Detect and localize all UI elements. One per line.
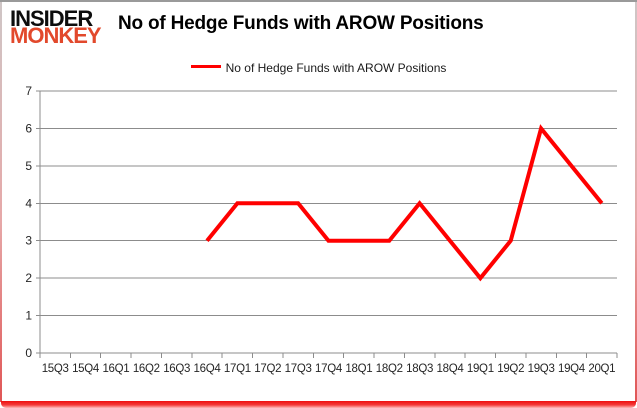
- x-tick-label: 17Q2: [254, 363, 281, 375]
- x-tick-label: 19Q2: [497, 363, 524, 375]
- data-line-series: [205, 124, 604, 282]
- logo-text-insider: INSIDER: [10, 6, 93, 31]
- x-tick-label: 17Q1: [224, 363, 251, 375]
- bottom-border-bar: [1, 401, 636, 408]
- x-tick-label: 19Q4: [558, 363, 586, 375]
- y-tick-label: 6: [25, 121, 32, 135]
- x-tick-label: 16Q4: [194, 363, 222, 375]
- x-tick-label: 16Q3: [163, 363, 190, 375]
- chart-title: No of Hedge Funds with AROW Positions: [118, 13, 484, 34]
- y-tick-label: 2: [25, 271, 32, 285]
- insider-monkey-logo: INSIDER MONKEY: [10, 6, 102, 48]
- x-tick-label: 19Q3: [528, 363, 555, 375]
- x-tick-label: 17Q3: [285, 363, 312, 375]
- line-chart: 0 1 2 3 4 5 6 7 15Q3 15Q4 16Q1 16Q2 16Q3 16Q4 17Q1 17Q2…: [25, 84, 618, 375]
- y-tick-label: 5: [25, 159, 32, 173]
- y-tick-label: 3: [25, 234, 32, 248]
- left-border: [0, 2, 2, 402]
- x-tick-label: 15Q3: [42, 363, 69, 375]
- x-tick-label: 19Q1: [467, 363, 494, 375]
- legend-label: No of Hedge Funds with AROW Positions: [225, 60, 447, 75]
- x-tick-label: 15Q4: [72, 363, 100, 375]
- legend-line-swatch: [190, 65, 221, 69]
- y-tick-label: 4: [25, 196, 32, 210]
- x-tick-label: 18Q2: [376, 363, 403, 375]
- y-tick-label: 0: [25, 346, 32, 360]
- x-tick-label: 17Q4: [315, 363, 343, 375]
- y-tick-label: 7: [25, 84, 32, 98]
- right-border: [635, 2, 637, 402]
- legend: No of Hedge Funds with AROW Positions: [0, 60, 637, 75]
- x-tick-label: 18Q1: [345, 363, 372, 375]
- x-tick-label: 18Q3: [406, 363, 433, 375]
- y-tick-label: 1: [25, 309, 32, 323]
- x-tick-label: 20Q1: [588, 363, 615, 375]
- x-tick-label: 16Q2: [133, 363, 160, 375]
- x-tick-label: 18Q4: [437, 363, 465, 375]
- x-tick-label: 16Q1: [102, 363, 129, 375]
- logo-text-monkey: MONKEY: [10, 23, 102, 48]
